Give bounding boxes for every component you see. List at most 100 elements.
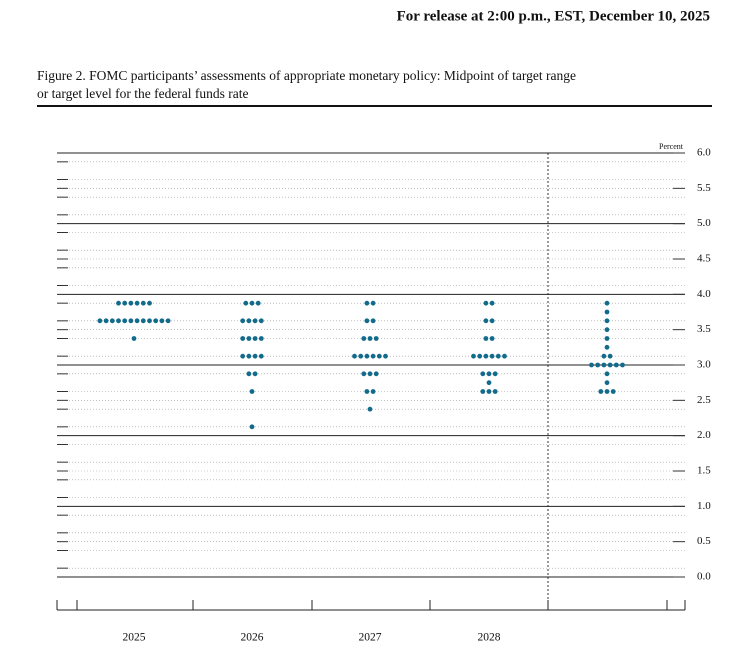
dot [243,300,249,306]
dot [128,318,134,324]
dot [480,389,486,394]
y-tick-label: 4.5 [697,253,711,265]
y-tick-label: 2.0 [697,429,711,441]
dot [489,300,495,306]
y-tick-label: 1.5 [697,465,711,477]
dot [604,389,610,394]
dot [604,371,610,377]
dot [153,318,159,324]
dot [604,300,610,306]
dot [489,318,495,324]
dot [483,336,489,341]
dot [367,371,373,377]
y-tick-label: 2.5 [697,394,711,406]
dot [492,389,498,394]
dot [159,318,165,324]
dot [109,318,115,324]
chart-title: or target level for the federal funds ra… [37,86,249,101]
dot [486,380,492,386]
dot [373,336,379,341]
dot [134,318,140,324]
dot [376,353,382,359]
y-tick-label: 1.0 [697,500,711,512]
dot [486,371,492,377]
dot [122,318,128,324]
dot [370,300,376,306]
chart-title: Figure 2. FOMC participants’ assessments… [37,68,576,83]
dot [364,318,370,324]
dot [252,318,258,324]
dot [370,389,376,394]
dot [252,353,258,359]
dot [604,380,610,386]
release-note: For release at 2:00 p.m., EST, December … [397,8,710,24]
dot [598,389,604,394]
x-tick-label: 2028 [478,632,501,644]
dot [492,371,498,377]
y-tick-label: 6.0 [697,147,711,159]
dot [383,353,388,359]
y-tick-label: 5.0 [697,217,711,229]
x-tick-label: 2025 [123,632,146,644]
dot [610,389,616,394]
dot [477,353,483,359]
dot [131,336,137,341]
dot [604,344,610,350]
dot [249,300,255,306]
dot [607,362,613,368]
dot [489,336,495,341]
y-tick-label: 5.5 [697,182,711,194]
dot [595,362,601,368]
dot [258,336,264,341]
dot [480,371,486,377]
y-tick-label: 3.5 [697,323,711,335]
dot [373,371,379,377]
dot [604,336,610,341]
dot [240,336,246,341]
dot [97,318,103,324]
dot [604,318,610,324]
dot [134,300,140,306]
dot [249,389,255,394]
dot [361,336,367,341]
dot [364,353,370,359]
dot [252,371,258,377]
dot [370,353,376,359]
dot [258,318,264,324]
dot [249,424,255,430]
dot [489,353,495,359]
dot [246,353,252,359]
dot [140,300,146,306]
dot [147,300,152,306]
dot [240,353,246,359]
dot [471,353,476,359]
dot [147,318,152,324]
y-axis-label: Percent [659,142,684,151]
dot [240,318,246,324]
x-tick-label: 2026 [241,632,264,644]
dot [364,300,370,306]
dot [165,318,171,324]
dot [364,389,370,394]
dot [589,362,594,368]
dot [255,300,261,306]
dot [604,309,610,315]
dot [246,371,252,377]
dot [246,336,252,341]
dot [258,353,264,359]
dot [358,353,364,359]
dot [367,336,373,341]
dot [140,318,146,324]
x-tick-label: 2027 [359,632,382,644]
dot [370,318,376,324]
dot [486,389,492,394]
dot [495,353,501,359]
dot [116,318,121,324]
dot [483,353,489,359]
y-tick-label: 4.0 [697,288,711,300]
dot [613,362,619,368]
y-tick-label: 0.0 [697,571,711,583]
dot [502,353,507,359]
dot [103,318,109,324]
dot [483,300,489,306]
